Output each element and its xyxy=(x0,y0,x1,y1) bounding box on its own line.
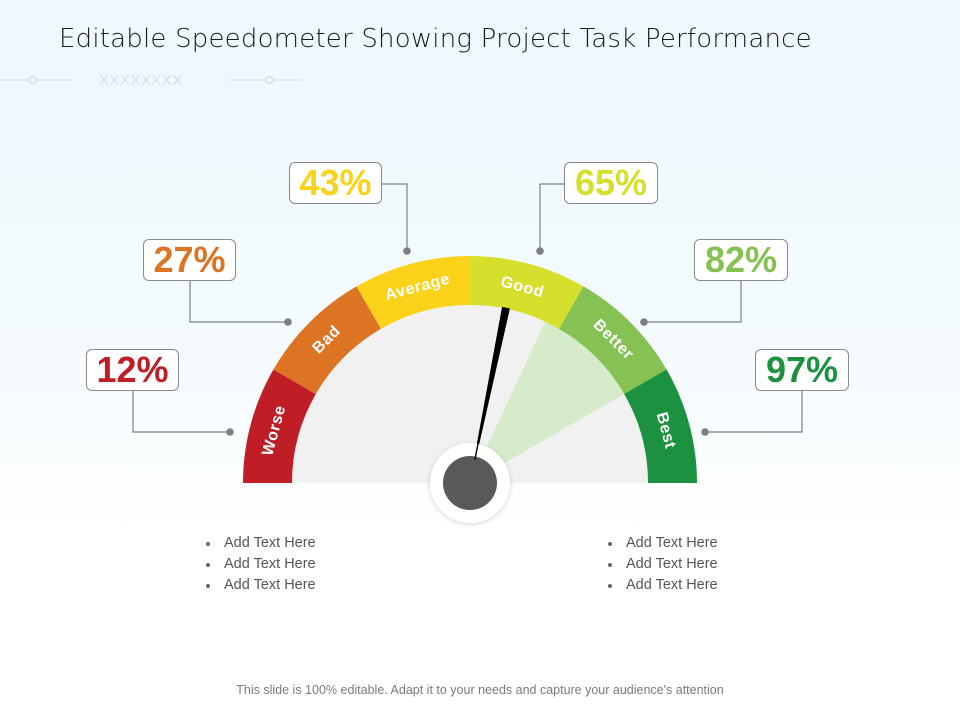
percent-value-average: 43% xyxy=(299,162,372,203)
connector-dot-better xyxy=(640,318,648,326)
connector-dot-good xyxy=(536,247,544,255)
connector-line-better xyxy=(644,281,742,323)
connector-line-good xyxy=(539,183,564,251)
percent-box-good: 65% xyxy=(564,162,658,204)
percent-box-bad: 27% xyxy=(143,239,236,281)
hub-core xyxy=(443,456,497,510)
percent-value-bad: 27% xyxy=(153,239,226,280)
left-bullet-item: Add Text Here xyxy=(204,575,316,596)
percent-value-best: 97% xyxy=(765,349,839,390)
percent-box-worse: 12% xyxy=(86,349,179,391)
percent-box-average: 43% xyxy=(289,162,382,204)
right-bullet-item: Add Text Here xyxy=(606,575,718,596)
percent-value-better: 82% xyxy=(704,239,778,280)
connector-line-worse xyxy=(132,391,230,433)
gauge-segment-better xyxy=(559,286,667,394)
needle-hub xyxy=(430,443,510,523)
gauge-segment-good xyxy=(470,256,584,329)
connector-line-best xyxy=(705,391,803,433)
gauge-segment-average xyxy=(356,256,470,329)
cross-pattern: XXXXXXXX xyxy=(99,72,183,89)
percent-box-best: 97% xyxy=(755,349,849,391)
left-bullet-item: Add Text Here xyxy=(204,533,316,554)
footer-note: This slide is 100% editable. Adapt it to… xyxy=(236,683,724,697)
percent-value-good: 65% xyxy=(574,162,648,203)
title-decoration: XXXXXXXX xyxy=(0,72,302,89)
connector-dot-worse xyxy=(226,428,234,436)
gauge-segment-worse xyxy=(243,369,316,483)
right-bullet-list: Add Text Here Add Text Here Add Text Her… xyxy=(606,533,718,596)
percent-box-better: 82% xyxy=(694,239,788,281)
connector-dot-best xyxy=(701,428,709,436)
connector-line-bad xyxy=(189,281,288,323)
connector-lines xyxy=(132,183,803,436)
gauge-segments xyxy=(243,256,697,483)
connector-dot-bad xyxy=(284,318,292,326)
needle xyxy=(473,306,510,464)
slide-title: Editable Speedometer Showing Project Tas… xyxy=(59,24,812,54)
highlight-wedge xyxy=(470,321,625,483)
connector-line-average xyxy=(382,183,408,251)
connector-dot-average xyxy=(403,247,411,255)
left-bullet-item: Add Text Here xyxy=(204,554,316,575)
left-bullet-list: Add Text Here Add Text Here Add Text Her… xyxy=(204,533,316,596)
gauge-segment-best xyxy=(624,369,697,483)
gauge-segment-bad xyxy=(273,286,381,394)
percent-value-worse: 12% xyxy=(96,349,169,390)
right-bullet-item: Add Text Here xyxy=(606,533,718,554)
right-bullet-item: Add Text Here xyxy=(606,554,718,575)
